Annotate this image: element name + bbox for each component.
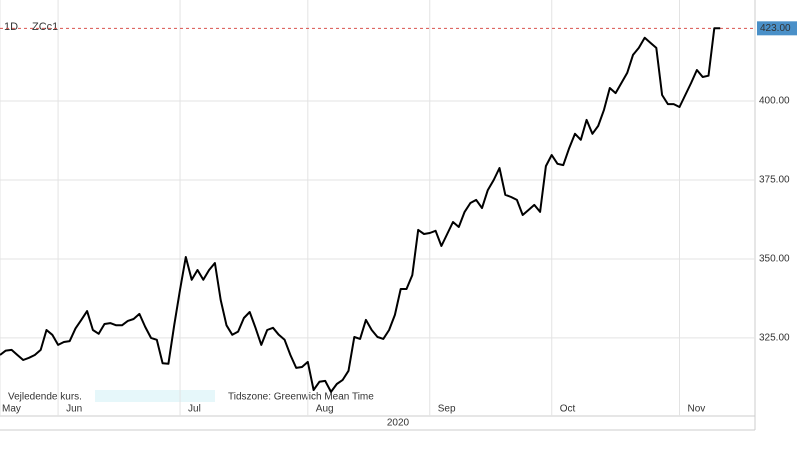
y-tick-label: 375.00 (759, 175, 790, 186)
footer-timezone: Tidszone: Greenwich Mean Time (228, 392, 374, 403)
x-tick-label: Jun (66, 404, 82, 415)
symbol: ZCc1 (32, 21, 58, 33)
y-tick-label: 400.00 (759, 96, 790, 107)
last-price-label: 423.00 (760, 23, 791, 34)
last-price-tag (757, 21, 797, 36)
y-tick-label: 350.00 (759, 254, 790, 265)
interval: 1D (4, 21, 18, 33)
x-tick-label: May (2, 404, 21, 415)
blurred-area (95, 390, 215, 402)
x-tick-label: Aug (316, 404, 334, 415)
y-tick-label: 325.00 (759, 333, 790, 344)
x-tick-label: Nov (688, 404, 706, 415)
x-tick-label: Jul (188, 404, 201, 415)
x-tick-label: Sep (438, 404, 456, 415)
footer-source: Vejledende kurs. (8, 392, 82, 403)
price-line (0, 27, 721, 393)
year-label: 2020 (387, 418, 410, 429)
x-tick-label: Oct (560, 404, 576, 415)
